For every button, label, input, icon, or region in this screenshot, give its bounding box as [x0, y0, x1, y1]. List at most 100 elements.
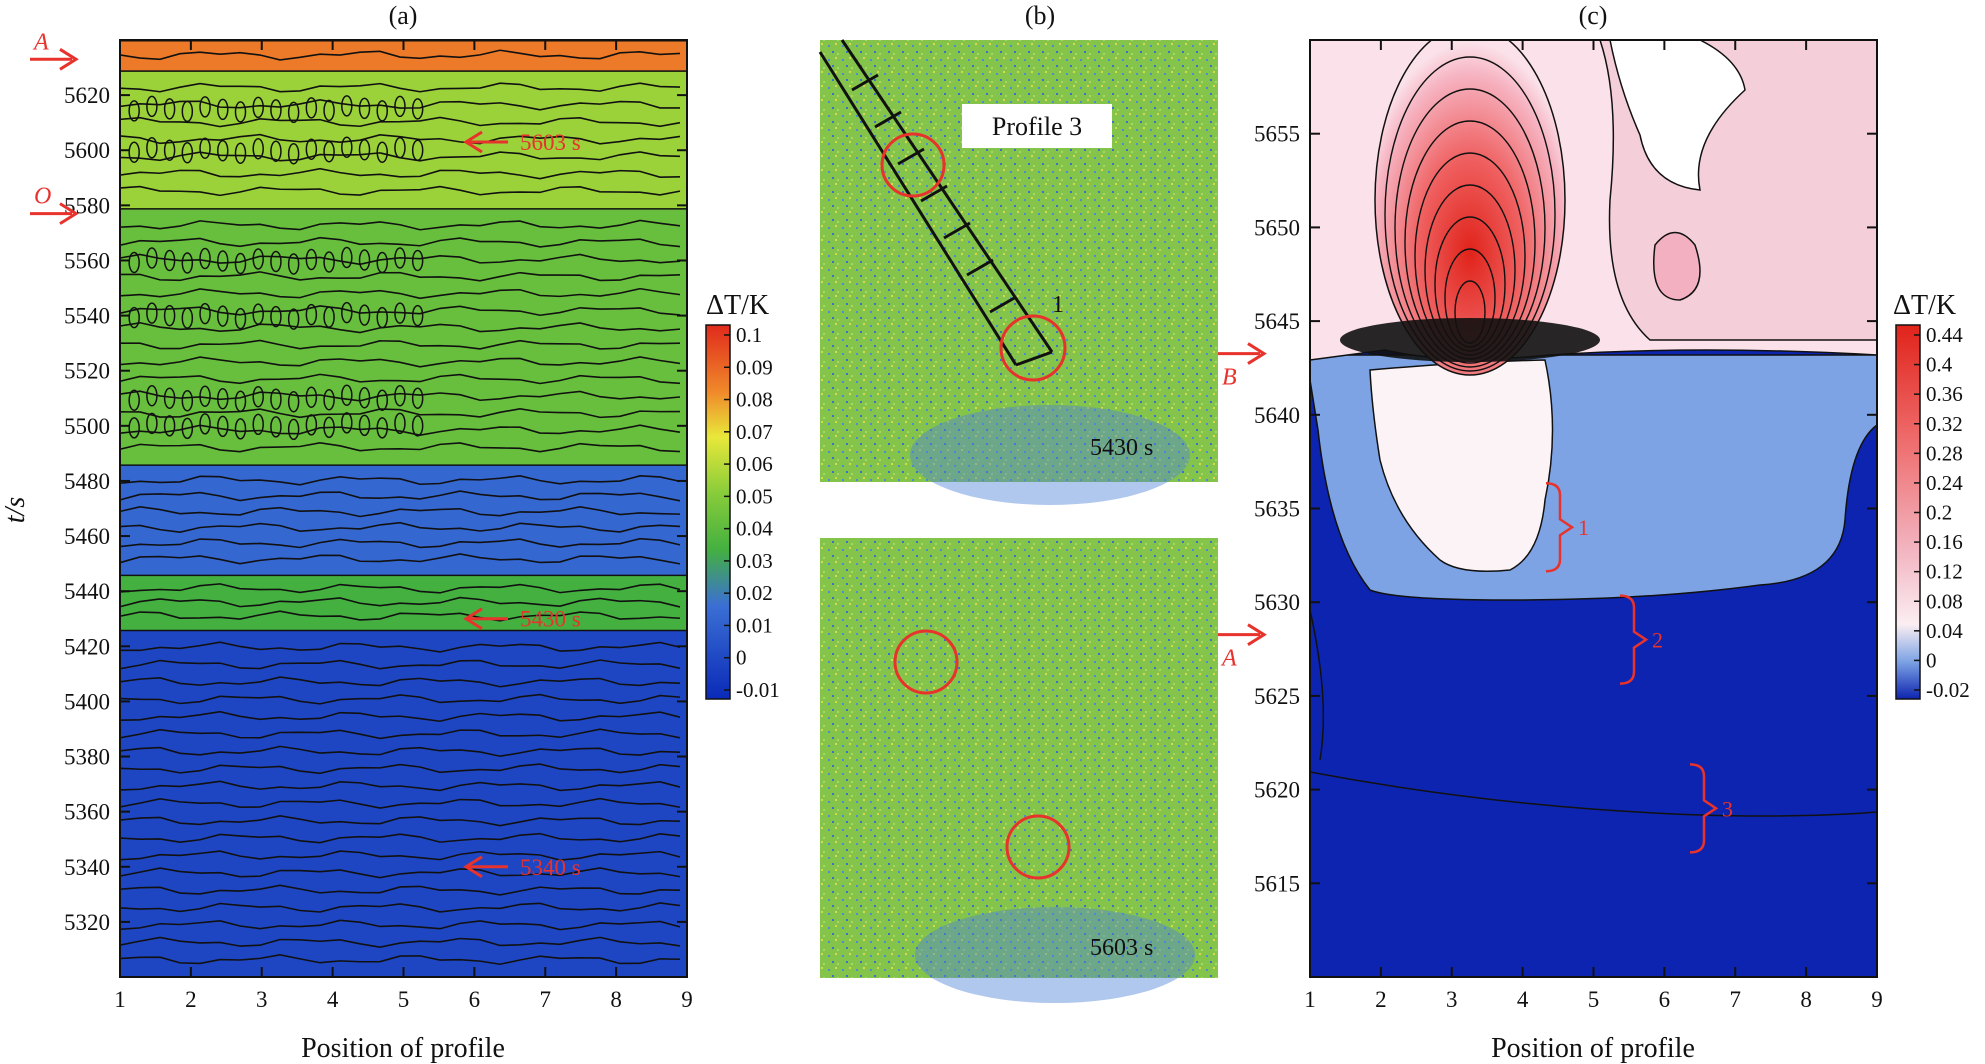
contour-cell-1 [234, 252, 247, 275]
contour-cell-5 [287, 101, 300, 124]
annotation-label-O: O [34, 184, 51, 210]
core-contour-4 [1414, 152, 1526, 360]
contour-cell-4 [287, 418, 300, 441]
colorbar-a-tick-label: -0.01 [736, 678, 780, 702]
contour-cell-3 [358, 387, 371, 409]
contour-cell-5 [163, 98, 176, 120]
bottom-cool-patch [915, 907, 1195, 1003]
contour-band-3-7 [120, 321, 681, 334]
contour-cell-3 [394, 385, 406, 407]
contour-cell-3 [323, 389, 335, 411]
contour-cell-0 [394, 136, 406, 159]
panel-a-ytick-label: 5400 [64, 689, 110, 714]
contour-cell-3 [341, 384, 353, 407]
panel-c-xtick-label: 8 [1800, 987, 1812, 1012]
contour-cell-0 [358, 138, 371, 161]
contour-cell-2 [128, 306, 140, 329]
annotation-label-3: 5430 s [520, 607, 581, 632]
contour-cell-2 [146, 302, 158, 324]
panel-c-ytick-label: 5630 [1254, 590, 1300, 615]
panel-c-ytick-label: 5650 [1254, 215, 1300, 240]
contour-band-0-12 [120, 832, 681, 844]
colorbar-a-tick-label: 0.02 [736, 581, 773, 605]
panel-c-ytick-label: 5655 [1254, 122, 1300, 147]
contour-cell-5 [252, 96, 264, 119]
contour-cell-0 [270, 140, 282, 162]
contour-band-3-8 [120, 339, 681, 350]
colorbar-a-tick-label: 0.09 [736, 355, 773, 379]
contour-cell-3 [163, 387, 176, 410]
colorbar-c-tick-label: 0.24 [1926, 471, 1963, 495]
colorbar-a-tick-label: 0.08 [736, 388, 773, 412]
contour-band-3-1 [120, 219, 681, 231]
contour-cell-1 [323, 251, 335, 273]
contour-cell-5 [181, 100, 194, 123]
panel-a-annotations: A O 5603 s 5430 s 5340 s [30, 29, 581, 880]
contour-cell-4 [234, 418, 247, 440]
contour-cell-5 [305, 97, 318, 119]
core-contour-8 [1454, 280, 1486, 344]
marker-circle-upper [893, 629, 959, 695]
contour-band-4-3 [120, 116, 681, 128]
contour-cell-2 [323, 306, 335, 328]
panel-c-ytick-label: 5645 [1254, 309, 1300, 334]
contour-band-0-13 [120, 850, 681, 861]
contour-band-4-7 [120, 185, 681, 197]
panel-a-ytick-label: 5420 [64, 634, 110, 659]
contour-band-0-14 [120, 867, 681, 879]
contour-cell-3 [128, 389, 140, 412]
band-1 [120, 574, 687, 630]
contour-cell-1 [128, 251, 140, 274]
colorbar-c-tick-label: 0.2 [1926, 501, 1952, 525]
contour-cell-1 [305, 248, 318, 271]
contour-cell-3 [181, 390, 194, 412]
colorbar-c-tick-label: 0.08 [1926, 589, 1963, 613]
contour-band-1-2 [120, 596, 681, 608]
contour-band-4-6 [120, 167, 681, 180]
panel-a-ytick-label: 5460 [64, 524, 110, 549]
contour-cell-1 [163, 249, 176, 272]
core-contour-2 [1394, 88, 1546, 368]
core-contour-6 [1434, 216, 1506, 352]
contour-band-4-5 [120, 151, 681, 162]
dense-contour-base [1340, 318, 1600, 362]
annotation-arrow-O-head [59, 202, 79, 225]
panel-a-ytick-label: 5320 [64, 910, 110, 935]
contour-band-0-1 [120, 641, 681, 653]
contour-cell-4 [217, 415, 229, 438]
annotation-label-B: B [1222, 365, 1237, 391]
contour-band-5-1 [120, 49, 681, 61]
contour-cell-4 [270, 416, 282, 438]
colorbar-c-tick-label: 0.12 [1926, 560, 1963, 584]
panel-a-ytick-label: 5620 [64, 83, 110, 108]
contour-cell-2 [270, 305, 282, 328]
contour-cell-3 [376, 389, 388, 412]
contour-cell-4 [376, 417, 388, 439]
top-cool-patch [910, 405, 1190, 505]
contour-band-2-4 [120, 521, 681, 533]
warm-blob [1653, 231, 1701, 301]
contour-cell-5 [270, 99, 282, 121]
contour-cell-1 [146, 247, 158, 269]
panel-c-xtick-label: 6 [1659, 987, 1671, 1012]
contour-band-4-4 [120, 133, 681, 145]
panel-a-xtick-label: 6 [469, 987, 481, 1012]
bracket-2 [1619, 594, 1649, 685]
contour-band-2-5 [120, 537, 681, 549]
colorbar-a-tick-label: 0.03 [736, 549, 773, 573]
contour-cell-4 [252, 413, 264, 436]
contour-cell-5 [323, 99, 335, 122]
contour-cell-3 [146, 385, 158, 407]
bracket-label-3: 3 [1722, 796, 1733, 821]
contour-cell-5 [394, 95, 406, 118]
bracket-3 [1689, 763, 1719, 854]
panel-a-xtick-label: 4 [327, 987, 339, 1012]
annotation-arrow-A-head [59, 48, 79, 71]
contour-cell-2 [305, 303, 318, 326]
contour-cell-0 [217, 139, 229, 162]
colorbar-a-tick-label: 0.04 [736, 517, 773, 541]
contour-cell-4 [199, 413, 211, 435]
contour-band-3-12 [120, 407, 681, 419]
contour-cell-4 [411, 415, 424, 437]
